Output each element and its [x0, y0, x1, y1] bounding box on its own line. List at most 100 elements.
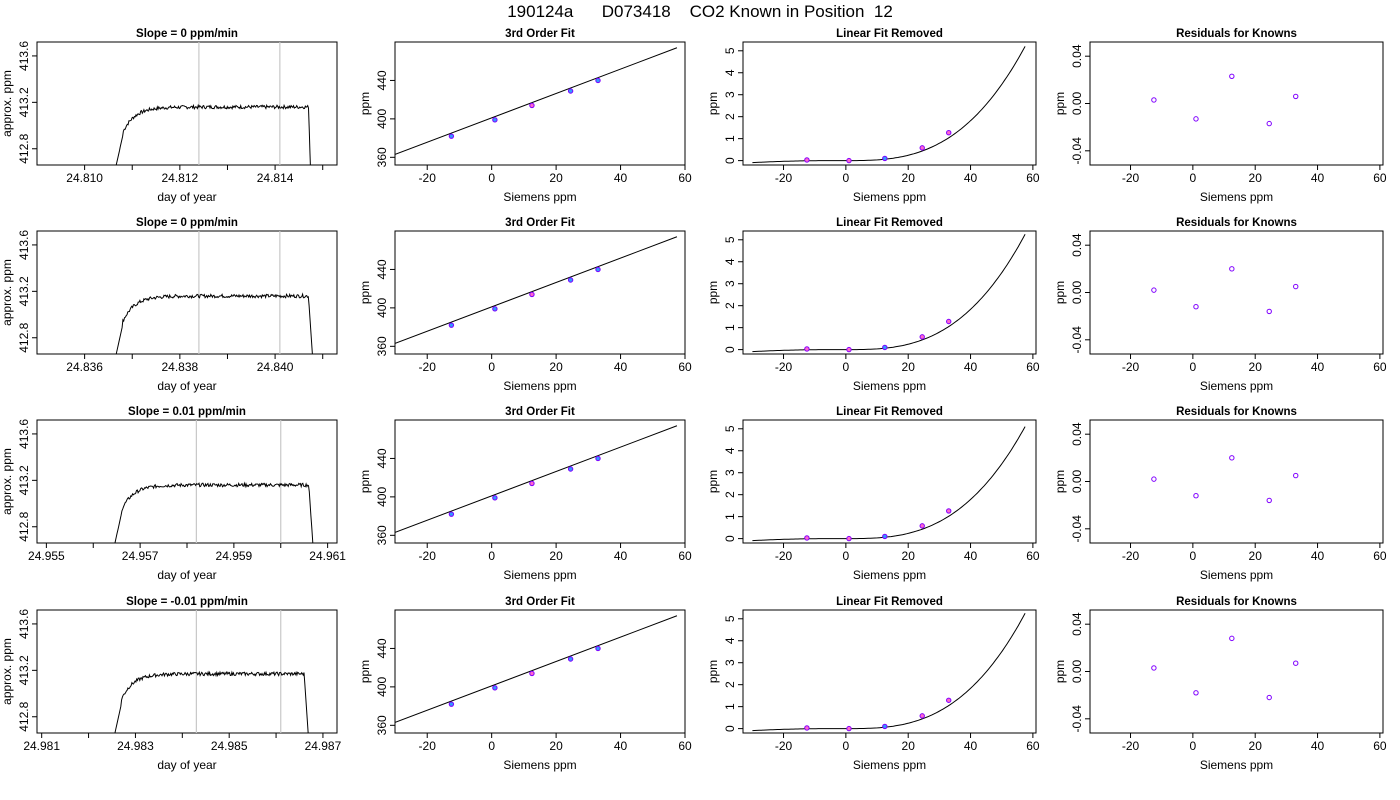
y-tick-label: 3 — [723, 469, 737, 476]
x-tick-label: -20 — [1122, 360, 1140, 374]
panel-r1-c1: Slope = 0 ppm/min 24.810 24.812 24.814 412.8… — [0, 28, 338, 204]
x-axis-label: Siemens ppm — [853, 758, 926, 772]
fit-curve — [752, 234, 1026, 353]
data-point — [595, 77, 601, 84]
y-tick-label: 0 — [723, 346, 737, 353]
y-tick-label: 440 — [375, 638, 389, 658]
data-point — [1266, 308, 1272, 315]
panel-r4-c2: 3rd Order Fit -20 0 20 40 60 360 400 440 Siemens … — [358, 596, 692, 772]
y-axis-label: ppm — [706, 281, 720, 304]
y-tick-label: 400 — [375, 487, 389, 507]
y-axis-label: ppm — [1053, 281, 1067, 304]
x-tick-label: 24.812 — [162, 171, 199, 185]
panel-title: Residuals for Knowns — [1176, 217, 1297, 229]
panel-title: Slope = 0 ppm/min — [136, 217, 238, 229]
plot-frame — [36, 230, 338, 355]
x-axis-label: day of year — [157, 568, 216, 582]
x-tick-label: 0 — [843, 171, 850, 185]
x-tick-label: 60 — [1373, 549, 1387, 563]
x-tick-label: 60 — [1373, 739, 1387, 753]
panel-title: 3rd Order Fit — [505, 217, 575, 229]
x-tick-label: 40 — [1311, 171, 1325, 185]
plot-frame — [36, 41, 338, 166]
data-point — [529, 480, 535, 487]
x-tick-label: 60 — [1373, 360, 1387, 374]
data-point — [529, 670, 535, 677]
x-axis-label: Siemens ppm — [1200, 758, 1273, 772]
y-tick-label: 413.6 — [17, 41, 31, 71]
data-layer — [115, 231, 313, 354]
y-tick-label: 2 — [723, 113, 737, 120]
plot-frame — [1089, 609, 1384, 734]
x-tick-label: 20 — [1249, 171, 1263, 185]
data-point — [529, 291, 535, 298]
data-point — [492, 495, 498, 501]
data-point — [919, 145, 925, 151]
x-tick-label: -20 — [775, 171, 793, 185]
plot-frame — [742, 419, 1037, 544]
x-axis-label: Siemens ppm — [503, 568, 576, 582]
y-tick-label: 400 — [375, 677, 389, 697]
data-point — [1293, 472, 1299, 479]
x-tick-label: 40 — [964, 549, 978, 563]
panel-r3-c3: Linear Fit Removed -20 0 20 40 60 0 1 2 3 4 5 Siemen… — [706, 406, 1040, 582]
x-tick-label: 0 — [488, 739, 495, 753]
data-point — [1151, 476, 1157, 482]
x-tick-label: 60 — [1026, 739, 1040, 753]
y-axis-label: ppm — [358, 281, 372, 304]
data-point — [1193, 690, 1199, 696]
data-point — [567, 277, 574, 283]
y-tick-label: 0.04 — [1070, 233, 1084, 257]
x-tick-label: 20 — [902, 360, 916, 374]
x-tick-label: 40 — [964, 171, 978, 185]
y-tick-label: 440 — [375, 70, 389, 90]
y-tick-label: 0.00 — [1070, 91, 1084, 115]
data-point — [492, 306, 498, 312]
panel-r1-c3: Linear Fit Removed -20 0 20 40 60 0 1 2 3 4 5 Siemen… — [706, 28, 1040, 204]
y-tick-label: 440 — [375, 259, 389, 279]
y-tick-label: -0.04 — [1070, 326, 1084, 354]
x-tick-label: 40 — [1311, 739, 1325, 753]
x-tick-label: 60 — [678, 171, 692, 185]
data-point — [595, 645, 601, 652]
data-point — [882, 344, 888, 351]
x-axis-label: day of year — [157, 379, 216, 393]
panel-title: Linear Fit Removed — [836, 217, 943, 229]
data-point — [448, 322, 455, 328]
x-tick-label: 24.987 — [305, 739, 342, 753]
y-tick-label: 360 — [375, 147, 389, 167]
x-tick-label: -20 — [419, 549, 437, 563]
y-tick-label: 0.00 — [1070, 280, 1084, 304]
x-tick-label: 20 — [1249, 360, 1263, 374]
x-tick-label: 0 — [1190, 171, 1197, 185]
panel-r4-c1: Slope = -0.01 ppm/min 24.981 24.983 24.985 2… — [0, 596, 342, 772]
data-point — [492, 117, 498, 123]
x-tick-label: -20 — [419, 739, 437, 753]
y-tick-label: 2 — [723, 302, 737, 309]
data-layer — [752, 46, 1026, 164]
data-point — [1193, 303, 1199, 310]
y-tick-label: 0.04 — [1070, 44, 1084, 68]
x-tick-label: 24.957 — [122, 549, 159, 563]
y-tick-label: -0.04 — [1070, 515, 1084, 543]
x-tick-label: 0 — [1190, 549, 1197, 563]
data-point — [1266, 497, 1272, 504]
data-point — [882, 723, 888, 730]
panel-title: Linear Fit Removed — [836, 596, 943, 608]
data-layer — [1151, 266, 1299, 315]
y-tick-label: 5 — [723, 236, 737, 243]
data-layer — [1151, 455, 1299, 504]
x-axis-label: Siemens ppm — [503, 379, 576, 393]
y-tick-label: 3 — [723, 91, 737, 98]
panel-title: Slope = 0.01 ppm/min — [128, 406, 246, 418]
x-tick-label: 20 — [902, 171, 916, 185]
y-tick-label: 5 — [723, 615, 737, 622]
x-axis-label: Siemens ppm — [853, 379, 926, 393]
fit-line — [395, 236, 678, 344]
x-tick-label: 20 — [549, 549, 563, 563]
series-line — [114, 481, 314, 543]
x-tick-label: 20 — [549, 739, 563, 753]
x-tick-label: 40 — [614, 360, 628, 374]
x-tick-label: 24.836 — [66, 360, 103, 374]
